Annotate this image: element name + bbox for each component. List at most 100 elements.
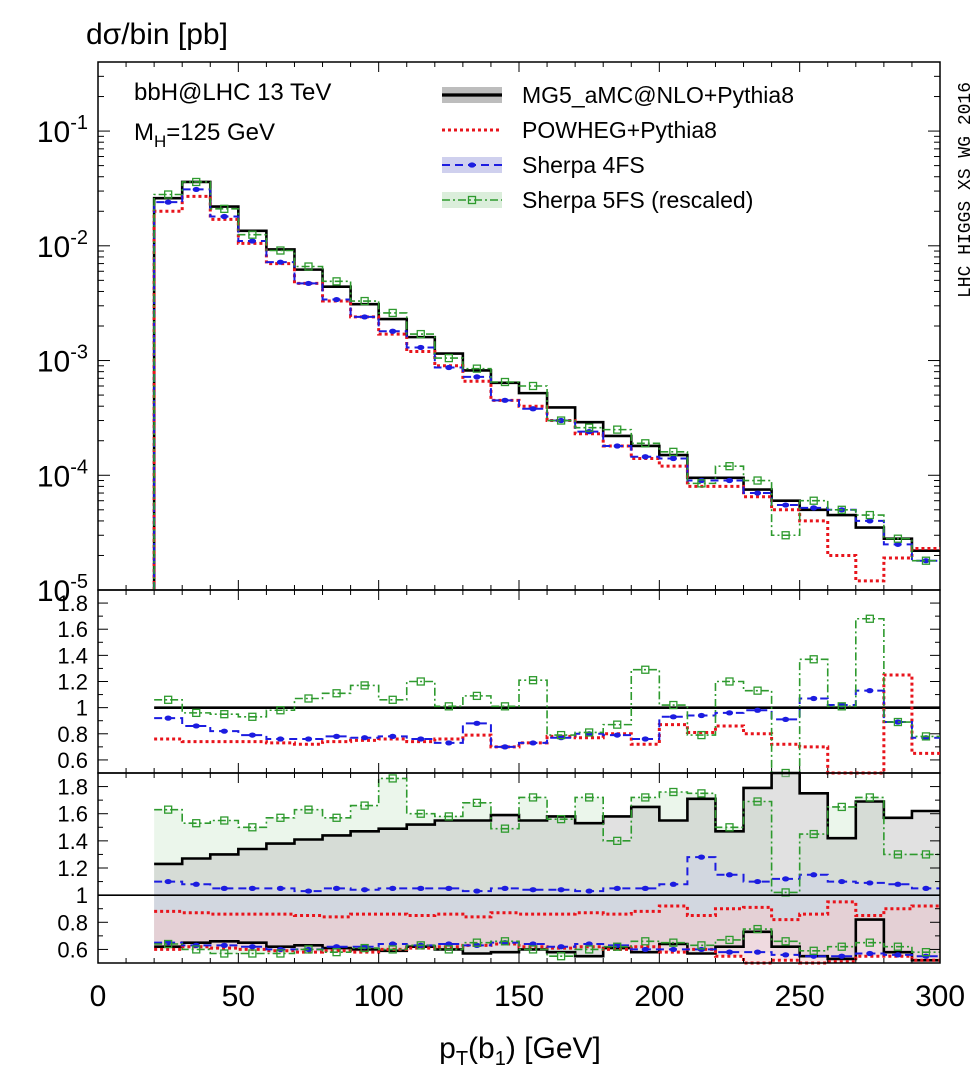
ratio-y-tick-label: 1 (76, 696, 88, 721)
tick-base: 10 (37, 575, 70, 608)
x-axis-title: pT(b1) [GeV] (439, 1032, 601, 1070)
main-y-tick-label: 10-3 (37, 342, 88, 379)
main-sherpa-4fs-point (164, 199, 172, 205)
band-sherpa-5fs-rescaled-lower-point (781, 937, 790, 946)
band-sherpa-5fs-rescaled-upper-point (865, 793, 874, 802)
ratio-sherpa-4fs-point (192, 723, 200, 729)
main-panel: 10-110-210-310-410-5 (37, 61, 941, 608)
band-sherpa-4fs-upper-point (529, 887, 537, 893)
x-tick-label: 300 (915, 980, 965, 1013)
main-sherpa-5fs-rescaled-point (472, 364, 482, 373)
main-sherpa-5fs-rescaled-point (500, 377, 510, 387)
band-sherpa-4fs-upper-point (417, 885, 425, 891)
band-sherpa-5fs-rescaled-upper-point (388, 774, 397, 783)
ratio-sherpa-4fs-point (613, 732, 621, 738)
tick-exponent: -1 (70, 112, 88, 134)
ratio-sherpa-5fs-rescaled-point (669, 700, 678, 710)
legend-mg5-amc-nlo-pythia8-label: MG5_aMC@NLO+Pythia8 (522, 82, 794, 108)
band-sherpa-4fs-lower-point (838, 953, 846, 959)
band-sherpa-5fs-rescaled-upper-point (500, 824, 510, 833)
x-tick-label: 0 (90, 980, 107, 1013)
x-tick-label: 150 (494, 980, 544, 1013)
band-sherpa-4fs-upper-point (838, 878, 846, 885)
band-sherpa-5fs-rescaled-upper-point (360, 801, 369, 810)
band-sherpa-5fs-rescaled-lower-point (921, 947, 931, 957)
tick-base: 10 (37, 116, 70, 149)
uncertainty-panel: 0.60.811.21.41.61.8 0 50 100 150 200 250 300 (57, 771, 965, 1013)
main-sherpa-4fs-line (153, 188, 940, 590)
mass-label: MH=125 GeV (134, 119, 275, 151)
ratio-sherpa-5fs-rescaled-point (192, 708, 201, 718)
band-sherpa-4fs-upper-point (445, 885, 453, 891)
ratio-sherpa-4fs-point (248, 732, 256, 738)
main-sherpa-4fs-point (473, 374, 481, 380)
main-sherpa-5fs-rescaled-point (304, 262, 313, 271)
legend-sherpa-5fs-rescaled-label: Sherpa 5FS (rescaled) (522, 187, 753, 213)
band-sherpa-4fs-upper-point (922, 885, 930, 891)
band-sherpa-5fs-rescaled-lower-point (809, 946, 818, 955)
band-sherpa-5fs-rescaled-upper-point (697, 789, 706, 798)
ratio-sherpa-5fs-rescaled-point (472, 691, 482, 701)
main-y-tick-label: 10-4 (37, 456, 88, 493)
band-sherpa-5fs-rescaled-upper-point (921, 850, 931, 859)
main-sherpa-4fs-point (782, 502, 790, 508)
main-sherpa-5fs-rescaled-point (837, 505, 846, 514)
ratio-sherpa-5fs-rescaled-point (332, 689, 341, 698)
mass-label-sub: H (154, 132, 166, 151)
band-sherpa-4fs-upper-point (557, 887, 565, 893)
tick-exponent: -2 (70, 227, 88, 249)
ratio-sherpa-5fs-rescaled-point (248, 712, 257, 721)
x-tick-label: 200 (634, 980, 684, 1013)
main-sherpa-5fs-rescaled-point (781, 531, 790, 540)
band-sherpa-4fs-upper-point (192, 881, 200, 887)
ratio-sherpa-5fs-rescaled-point (220, 710, 229, 719)
ratio-sherpa-5fs-rescaled-point (809, 655, 818, 664)
band-sherpa-4fs-upper (154, 856, 940, 893)
ratio-sherpa-5fs-rescaled-point (585, 728, 594, 737)
ratio-sherpa-5fs-rescaled-point (697, 730, 706, 740)
band-sherpa-5fs-rescaled-upper-point (276, 813, 285, 822)
band-sherpa-4fs-lower-point (557, 944, 565, 950)
band-sherpa-5fs-rescaled-lower-point (332, 947, 341, 957)
ratio-y-tick-label: 0.6 (57, 748, 88, 773)
band-sherpa-4fs-upper-point (697, 854, 706, 860)
band-sherpa-5fs-rescaled-lower-point (472, 938, 482, 947)
main-sherpa-5fs-rescaled-point (416, 329, 425, 339)
band-sherpa-4fs-upper-point (753, 878, 762, 885)
band-sherpa-4fs-upper-point (164, 878, 172, 885)
main-sherpa-4fs-point (276, 259, 285, 265)
ratio-sherpa-4fs-point (782, 716, 790, 723)
band-sherpa-4fs-lower-point (894, 952, 902, 958)
main-y-tick-label: 10-1 (37, 112, 88, 149)
main-sherpa-4fs-point (361, 314, 369, 320)
band-sherpa-4fs-upper-point (473, 888, 481, 894)
main-sherpa-4fs-point (725, 477, 734, 484)
band-sherpa-4fs-lower-point (753, 949, 762, 955)
main-sherpa-4fs-point (894, 541, 902, 547)
main-y-tick-label: 10-5 (37, 571, 88, 608)
main-sherpa-5fs-rescaled-point (276, 246, 285, 255)
main-sherpa-4fs-point (192, 186, 200, 193)
ratio-sherpa-5fs-rescaled-point (556, 730, 566, 740)
band-sherpa-5fs-rescaled-lower-point (304, 945, 313, 954)
unc-y-tick-label: 0.8 (57, 910, 88, 935)
band-sherpa-5fs-rescaled-upper-point (753, 797, 762, 806)
main-sherpa-4fs-point (248, 238, 256, 244)
band-sherpa-5fs-rescaled-upper-point (893, 850, 903, 859)
band-sherpa-4fs-upper-point (669, 881, 677, 887)
ratio-sherpa-4fs-point (473, 720, 481, 726)
band-sherpa-5fs-rescaled-lower-point (641, 937, 650, 946)
tick-exponent: -3 (70, 342, 88, 364)
band-sherpa-4fs-lower-point (782, 952, 790, 958)
tick-base: 10 (37, 231, 70, 264)
ratio-sherpa-4fs-point (866, 688, 874, 694)
ratio-sherpa-5fs-rescaled-point (865, 614, 874, 623)
ratio-sherpa-5fs-rescaled-point (444, 702, 453, 711)
band-sherpa-5fs-rescaled-lower-point (192, 945, 201, 954)
band-sherpa-5fs-rescaled-upper-point (669, 787, 678, 797)
ratio-sherpa-4fs-point (164, 715, 172, 721)
main-sherpa-5fs-rescaled-point (893, 534, 903, 543)
band-sherpa-5fs-rescaled-upper-point (725, 823, 734, 832)
ratio-sherpa-5fs-rescaled-point (360, 681, 369, 690)
